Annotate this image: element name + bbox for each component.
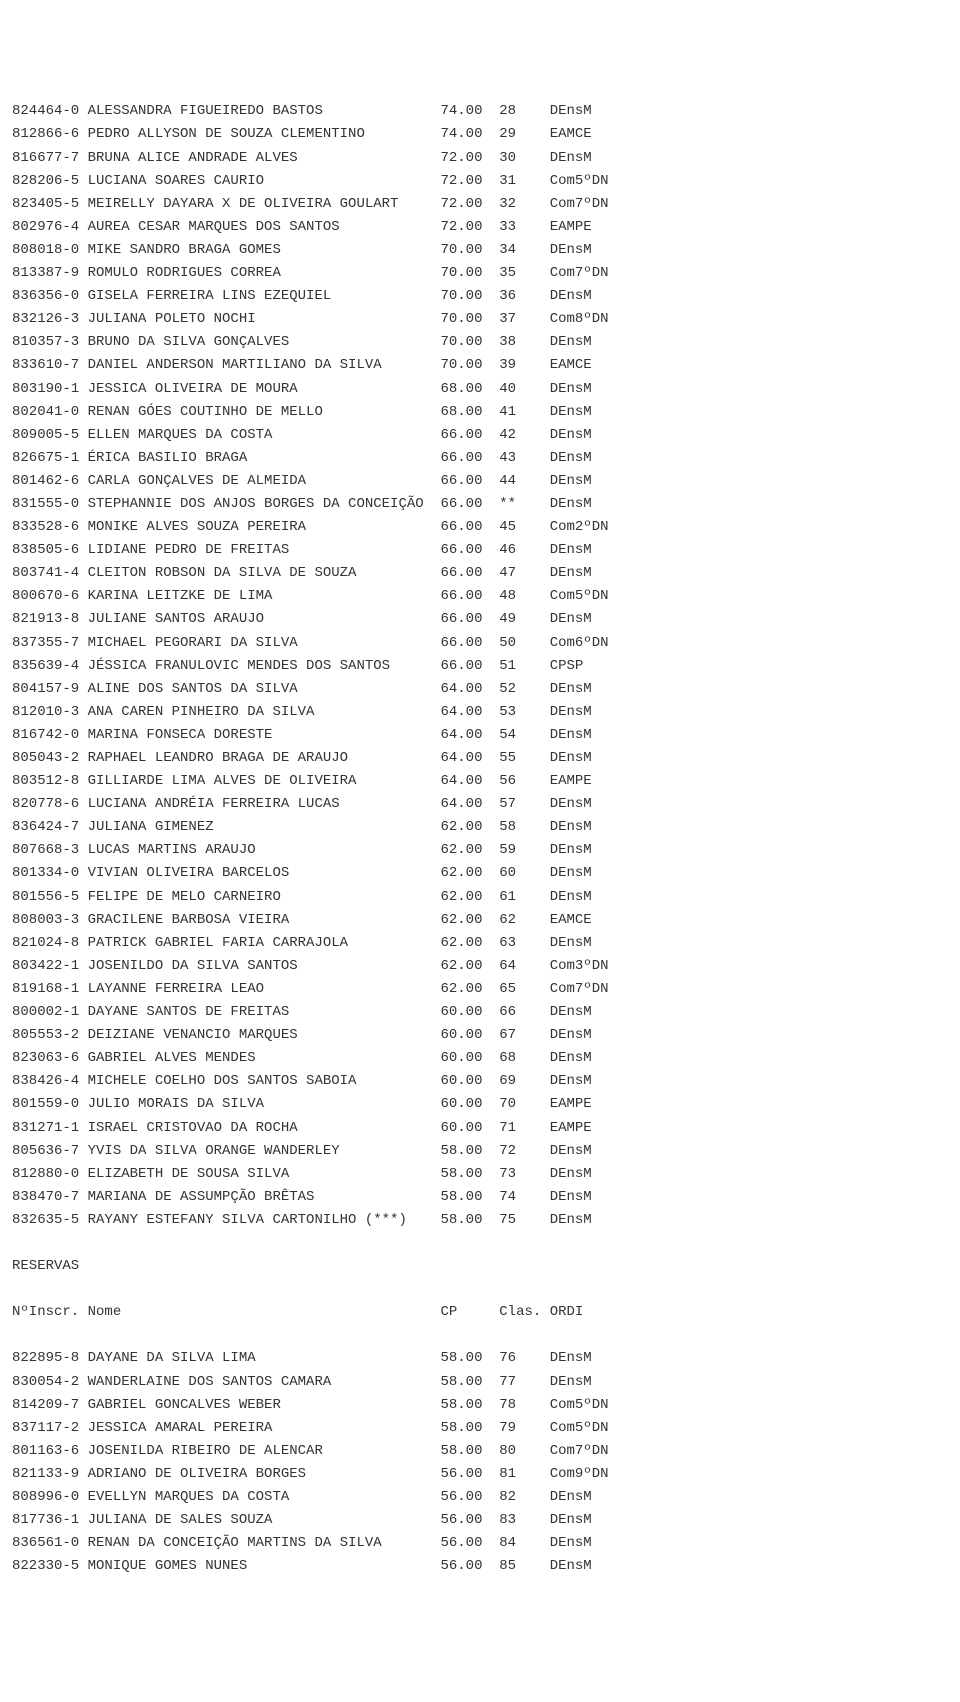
table-row: 822330-5 MONIQUE GOMES NUNES 56.00 85 DE…: [12, 1555, 948, 1578]
table-row: 805043-2 RAPHAEL LEANDRO BRAGA DE ARAUJO…: [12, 747, 948, 770]
table-row: 812010-3 ANA CAREN PINHEIRO DA SILVA 64.…: [12, 701, 948, 724]
reservas-table: 822895-8 DAYANE DA SILVA LIMA 58.00 76 D…: [12, 1347, 948, 1578]
table-row: 828206-5 LUCIANA SOARES CAURIO 72.00 31 …: [12, 170, 948, 193]
table-row: 801559-0 JULIO MORAIS DA SILVA 60.00 70 …: [12, 1093, 948, 1116]
table-row: 802976-4 AUREA CESAR MARQUES DOS SANTOS …: [12, 216, 948, 239]
table-row: 830054-2 WANDERLAINE DOS SANTOS CAMARA 5…: [12, 1371, 948, 1394]
table-row: 816742-0 MARINA FONSECA DORESTE 64.00 54…: [12, 724, 948, 747]
table-row: 823405-5 MEIRELLY DAYARA X DE OLIVEIRA G…: [12, 193, 948, 216]
table-row: 801462-6 CARLA GONÇALVES DE ALMEIDA 66.0…: [12, 470, 948, 493]
table-row: 821913-8 JULIANE SANTOS ARAUJO 66.00 49 …: [12, 608, 948, 631]
table-row: 810357-3 BRUNO DA SILVA GONÇALVES 70.00 …: [12, 331, 948, 354]
table-row: 803422-1 JOSENILDO DA SILVA SANTOS 62.00…: [12, 955, 948, 978]
table-row: 838426-4 MICHELE COELHO DOS SANTOS SABOI…: [12, 1070, 948, 1093]
table-row: 812866-6 PEDRO ALLYSON DE SOUZA CLEMENTI…: [12, 123, 948, 146]
table-row: 801556-5 FELIPE DE MELO CARNEIRO 62.00 6…: [12, 886, 948, 909]
table-row: 801334-0 VIVIAN OLIVEIRA BARCELOS 62.00 …: [12, 862, 948, 885]
table-row: 836424-7 JULIANA GIMENEZ 62.00 58 DEnsM: [12, 816, 948, 839]
table-row: 836356-0 GISELA FERREIRA LINS EZEQUIEL 7…: [12, 285, 948, 308]
table-row: 808996-0 EVELLYN MARQUES DA COSTA 56.00 …: [12, 1486, 948, 1509]
table-row: 822895-8 DAYANE DA SILVA LIMA 58.00 76 D…: [12, 1347, 948, 1370]
table-row: 836561-0 RENAN DA CONCEIÇÃO MARTINS DA S…: [12, 1532, 948, 1555]
table-row: 808018-0 MIKE SANDRO BRAGA GOMES 70.00 3…: [12, 239, 948, 262]
table-row: 823063-6 GABRIEL ALVES MENDES 60.00 68 D…: [12, 1047, 948, 1070]
table-row: 813387-9 ROMULO RODRIGUES CORREA 70.00 3…: [12, 262, 948, 285]
table-row: 803190-1 JESSICA OLIVEIRA DE MOURA 68.00…: [12, 378, 948, 401]
table-row: 801163-6 JOSENILDA RIBEIRO DE ALENCAR 58…: [12, 1440, 948, 1463]
table-row: 800002-1 DAYANE SANTOS DE FREITAS 60.00 …: [12, 1001, 948, 1024]
table-row: 837117-2 JESSICA AMARAL PEREIRA 58.00 79…: [12, 1417, 948, 1440]
table-row: 812880-0 ELIZABETH DE SOUSA SILVA 58.00 …: [12, 1163, 948, 1186]
table-row: 803741-4 CLEITON ROBSON DA SILVA DE SOUZ…: [12, 562, 948, 585]
table-row: 808003-3 GRACILENE BARBOSA VIEIRA 62.00 …: [12, 909, 948, 932]
table-row: 821133-9 ADRIANO DE OLIVEIRA BORGES 56.0…: [12, 1463, 948, 1486]
table-row: 838505-6 LIDIANE PEDRO DE FREITAS 66.00 …: [12, 539, 948, 562]
table-row: 832635-5 RAYANY ESTEFANY SILVA CARTONILH…: [12, 1209, 948, 1232]
table-row: 831555-0 STEPHANNIE DOS ANJOS BORGES DA …: [12, 493, 948, 516]
table-row: 817736-1 JULIANA DE SALES SOUZA 56.00 83…: [12, 1509, 948, 1532]
table-row: 832126-3 JULIANA POLETO NOCHI 70.00 37 C…: [12, 308, 948, 331]
table-row: 819168-1 LAYANNE FERREIRA LEAO 62.00 65 …: [12, 978, 948, 1001]
table-row: 800670-6 KARINA LEITZKE DE LIMA 66.00 48…: [12, 585, 948, 608]
main-table: 824464-0 ALESSANDRA FIGUEIREDO BASTOS 74…: [12, 100, 948, 1232]
table-row: 804157-9 ALINE DOS SANTOS DA SILVA 64.00…: [12, 678, 948, 701]
table-row: 816677-7 BRUNA ALICE ANDRADE ALVES 72.00…: [12, 147, 948, 170]
table-row: 805553-2 DEIZIANE VENANCIO MARQUES 60.00…: [12, 1024, 948, 1047]
table-row: 814209-7 GABRIEL GONCALVES WEBER 58.00 7…: [12, 1394, 948, 1417]
table-row: 802041-0 RENAN GÓES COUTINHO DE MELLO 68…: [12, 401, 948, 424]
table-row: 833528-6 MONIKE ALVES SOUZA PEREIRA 66.0…: [12, 516, 948, 539]
reservas-header-row: NºInscr. Nome CP Clas. ORDI: [12, 1301, 948, 1324]
table-row: 831271-1 ISRAEL CRISTOVAO DA ROCHA 60.00…: [12, 1117, 948, 1140]
table-row: 833610-7 DANIEL ANDERSON MARTILIANO DA S…: [12, 354, 948, 377]
table-row: 809005-5 ELLEN MARQUES DA COSTA 66.00 42…: [12, 424, 948, 447]
table-row: 805636-7 YVIS DA SILVA ORANGE WANDERLEY …: [12, 1140, 948, 1163]
table-row: 826675-1 ÉRICA BASILIO BRAGA 66.00 43 DE…: [12, 447, 948, 470]
reservas-title: RESERVAS: [12, 1255, 948, 1278]
table-row: 838470-7 MARIANA DE ASSUMPÇÃO BRÊTAS 58.…: [12, 1186, 948, 1209]
table-row: 821024-8 PATRICK GABRIEL FARIA CARRAJOLA…: [12, 932, 948, 955]
table-row: 837355-7 MICHAEL PEGORARI DA SILVA 66.00…: [12, 632, 948, 655]
table-row: 807668-3 LUCAS MARTINS ARAUJO 62.00 59 D…: [12, 839, 948, 862]
table-row: 820778-6 LUCIANA ANDRÉIA FERREIRA LUCAS …: [12, 793, 948, 816]
table-row: 824464-0 ALESSANDRA FIGUEIREDO BASTOS 74…: [12, 100, 948, 123]
table-row: 803512-8 GILLIARDE LIMA ALVES DE OLIVEIR…: [12, 770, 948, 793]
table-row: 835639-4 JÉSSICA FRANULOVIC MENDES DOS S…: [12, 655, 948, 678]
